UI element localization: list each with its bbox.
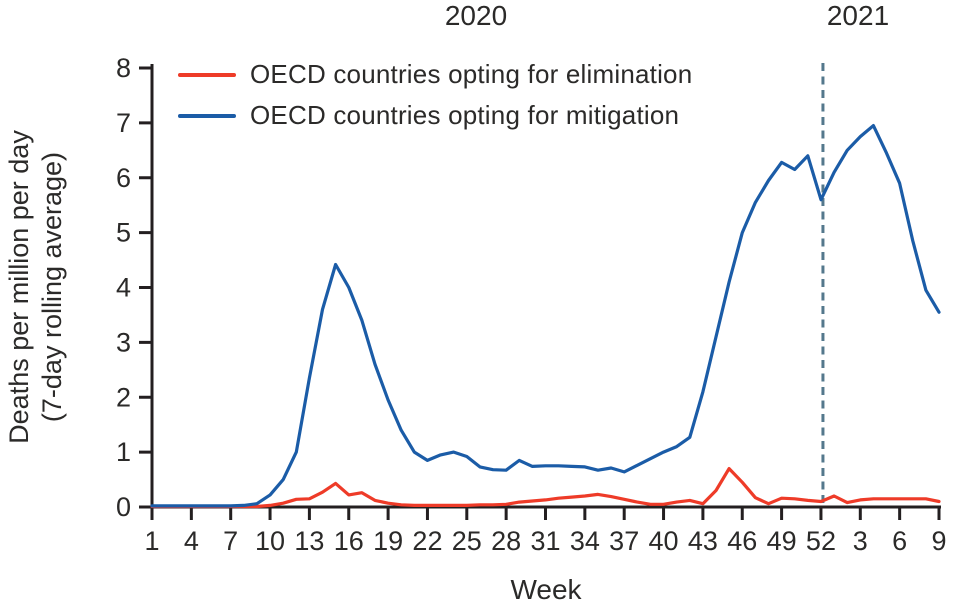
x-tick-label: 3	[853, 526, 868, 556]
x-tick-label: 10	[255, 526, 285, 556]
y-tick-label: 5	[116, 218, 131, 248]
legend-label-elimination: OECD countries opting for elimination	[250, 59, 693, 89]
x-tick-label: 40	[649, 526, 679, 556]
x-tick-label: 13	[294, 526, 324, 556]
y-tick-label: 0	[116, 492, 131, 522]
x-tick-label: 37	[609, 526, 639, 556]
x-tick-label: 19	[373, 526, 403, 556]
y-tick-label: 2	[116, 382, 131, 412]
x-tick-label: 6	[892, 526, 907, 556]
x-tick-label: 16	[334, 526, 364, 556]
x-tick-label: 9	[931, 526, 946, 556]
elimination-line	[150, 467, 941, 509]
x-tick-label: 31	[530, 526, 560, 556]
x-tick-label: 34	[570, 526, 600, 556]
y-tick-label: 7	[116, 108, 131, 138]
year-label-2020: 2020	[444, 0, 508, 31]
y-tick-label: 8	[116, 53, 131, 83]
x-tick-label: 1	[144, 526, 159, 556]
y-tick-label: 6	[116, 163, 131, 193]
y-tick-label: 1	[116, 437, 131, 467]
elimination-line-swatch	[178, 72, 236, 77]
mitigation-line-swatch	[178, 113, 236, 118]
y-axis-title-line2: (7-day rolling average)	[37, 151, 67, 423]
x-axis-title: Week	[510, 574, 582, 605]
x-tick-label: 28	[491, 526, 521, 556]
year-label-2021: 2021	[826, 0, 890, 31]
y-tick-label: 3	[116, 327, 131, 357]
x-tick-label: 43	[688, 526, 718, 556]
y-tick-label: 4	[116, 273, 131, 303]
x-tick-label: 46	[727, 526, 757, 556]
x-tick-label: 4	[184, 526, 199, 556]
y-axis-title: Deaths per million per day (7-day rollin…	[3, 130, 69, 444]
x-tick-label: 52	[806, 526, 836, 556]
x-tick-label: 22	[412, 526, 442, 556]
mitigation-line	[150, 123, 941, 508]
x-tick-label: 7	[223, 526, 238, 556]
legend: OECD countries opting for elimination OE…	[178, 54, 692, 136]
x-tick-label: 25	[452, 526, 482, 556]
legend-label-mitigation: OECD countries opting for mitigation	[250, 100, 680, 130]
y-axis-title-line1: Deaths per million per day	[4, 130, 34, 444]
legend-item-elimination: OECD countries opting for elimination	[178, 54, 692, 95]
legend-item-mitigation: OECD countries opting for mitigation	[178, 95, 692, 136]
x-tick-label: 49	[767, 526, 797, 556]
